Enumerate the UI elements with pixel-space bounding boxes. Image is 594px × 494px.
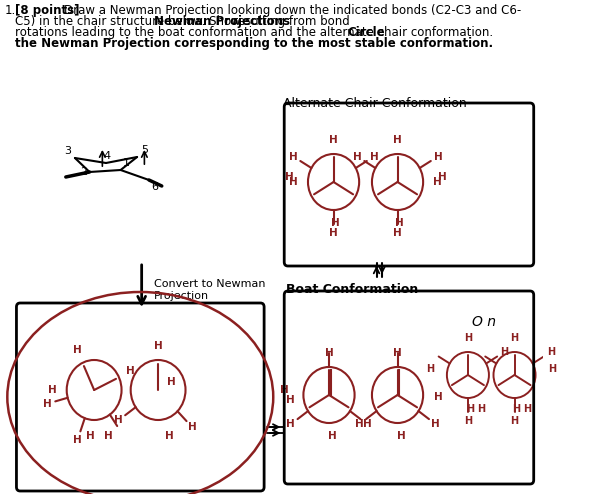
Text: O n: O n	[472, 315, 497, 329]
Text: H: H	[395, 218, 404, 228]
Text: H: H	[154, 341, 163, 351]
Text: H: H	[48, 385, 56, 395]
Text: H: H	[285, 172, 293, 182]
Text: 2: 2	[80, 167, 87, 177]
Text: Circle: Circle	[347, 26, 385, 39]
Text: H: H	[289, 152, 298, 162]
Text: H: H	[393, 228, 402, 238]
Text: H: H	[280, 385, 289, 395]
Text: H: H	[165, 431, 173, 441]
Text: H: H	[426, 364, 434, 374]
Text: 1.: 1.	[5, 4, 16, 17]
Text: 1: 1	[122, 158, 129, 168]
Text: Draw a Newman Projection looking down the indicated bonds (C2-C3 and C6-: Draw a Newman Projection looking down th…	[64, 4, 521, 17]
Text: 6: 6	[151, 182, 158, 192]
Text: H: H	[363, 419, 372, 429]
Text: H: H	[328, 431, 337, 441]
Text: H: H	[126, 367, 135, 376]
Text: H: H	[510, 416, 519, 426]
Text: 4: 4	[103, 151, 110, 161]
Text: H: H	[512, 404, 520, 414]
Text: Alternate Chair Conformation: Alternate Chair Conformation	[283, 97, 466, 110]
Text: H: H	[289, 177, 298, 187]
Text: H: H	[547, 347, 555, 357]
Text: C5) in the chair structure below. Show: C5) in the chair structure below. Show	[15, 15, 244, 28]
Text: H: H	[353, 152, 362, 162]
Text: H: H	[325, 348, 333, 358]
Text: H: H	[393, 135, 402, 145]
Text: H: H	[466, 404, 474, 414]
Text: Newman Projections: Newman Projections	[153, 15, 289, 28]
Text: H: H	[397, 431, 406, 441]
Text: H: H	[434, 392, 443, 402]
Text: H: H	[73, 435, 82, 445]
Text: H: H	[331, 218, 340, 228]
Text: H: H	[355, 419, 364, 429]
Text: H: H	[72, 345, 81, 355]
Text: rotations leading to the boat conformation and the alternate chair conformation.: rotations leading to the boat conformati…	[15, 26, 493, 39]
Text: H: H	[43, 399, 52, 409]
Text: H: H	[431, 419, 440, 429]
Text: H: H	[523, 404, 532, 414]
Text: H: H	[548, 364, 557, 374]
Text: H: H	[369, 152, 378, 162]
Text: H: H	[434, 177, 442, 187]
Text: Boat Conformation: Boat Conformation	[286, 283, 418, 296]
Text: H: H	[500, 347, 508, 357]
Text: resulting from bond: resulting from bond	[233, 15, 350, 28]
Text: H: H	[86, 431, 95, 441]
Text: H: H	[188, 422, 197, 432]
Text: the Newman Projection corresponding to the most stable conformation.: the Newman Projection corresponding to t…	[15, 37, 493, 50]
Text: [8 points]: [8 points]	[15, 4, 79, 17]
Text: H: H	[510, 333, 519, 343]
Text: H: H	[105, 431, 113, 441]
Text: H: H	[393, 348, 402, 358]
Text: H: H	[464, 416, 472, 426]
Text: 3: 3	[64, 146, 71, 156]
Text: 5: 5	[141, 145, 148, 155]
Text: H: H	[329, 228, 338, 238]
Text: H: H	[438, 172, 447, 182]
Text: Convert to Newman
Projection: Convert to Newman Projection	[153, 279, 265, 301]
Text: H: H	[464, 333, 472, 343]
Text: H: H	[329, 135, 338, 145]
Text: H: H	[286, 395, 294, 405]
Text: H: H	[286, 419, 295, 429]
Text: H: H	[434, 152, 443, 162]
Text: H: H	[168, 377, 176, 387]
Text: H: H	[114, 415, 123, 425]
Text: H: H	[476, 404, 485, 414]
